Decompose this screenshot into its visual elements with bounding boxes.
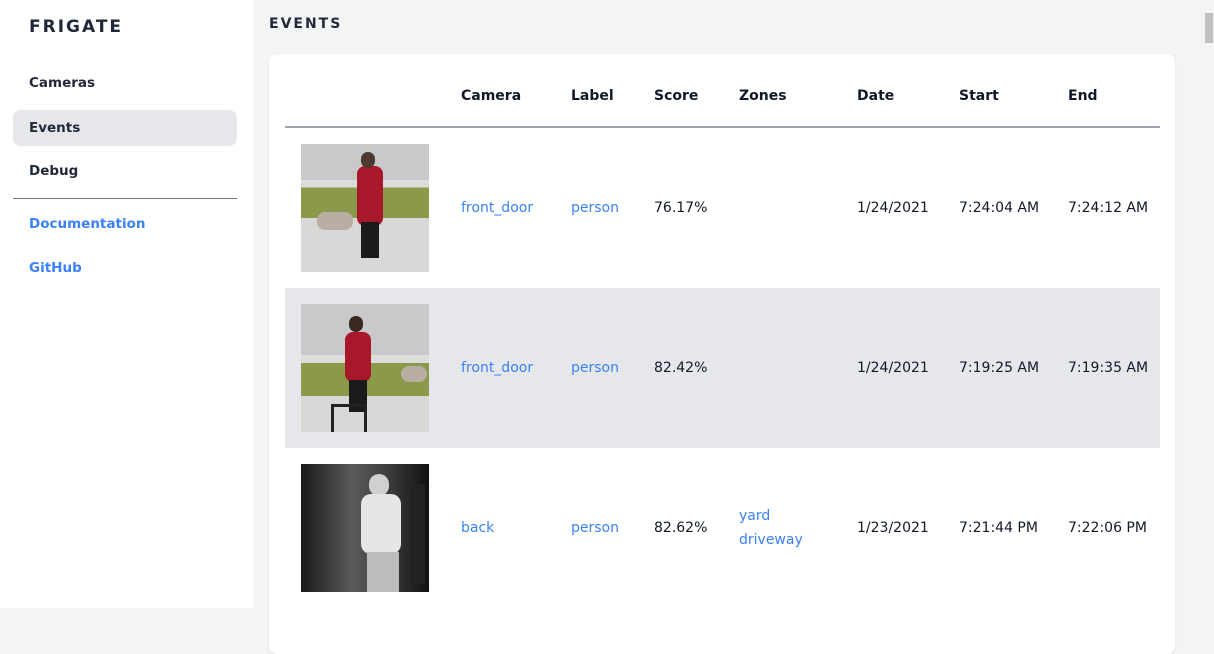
sidebar: FRIGATE Cameras Events Debug Documentati… (0, 0, 253, 608)
header-label: Label (571, 88, 614, 104)
github-link[interactable]: GitHub (29, 260, 82, 276)
scrollbar-thumb[interactable] (1205, 13, 1213, 43)
date: 1/24/2021 (857, 200, 929, 216)
event-thumbnail[interactable] (301, 304, 429, 432)
header-divider (285, 126, 1160, 128)
start-time: 7:19:25 AM (959, 360, 1040, 376)
documentation-link[interactable]: Documentation (29, 216, 146, 232)
header-date: Date (857, 88, 895, 104)
table-row[interactable]: front_door person 82.42% 1/24/2021 7:19:… (285, 288, 1160, 448)
end-time: 7:24:12 AM (1068, 200, 1149, 216)
sidebar-item-cameras[interactable]: Cameras (29, 75, 96, 91)
score: 76.17% (654, 200, 708, 216)
score: 82.62% (654, 520, 708, 536)
events-table: Camera Label Score Zones Date Start End … (269, 54, 1175, 654)
date: 1/24/2021 (857, 360, 929, 376)
table-row[interactable]: front_door person 76.17% 1/24/2021 7:24:… (285, 128, 1160, 288)
zone-link[interactable]: yard (739, 508, 771, 524)
sidebar-item-debug[interactable]: Debug (29, 163, 79, 179)
label-link[interactable]: person (571, 200, 619, 216)
header-start: Start (959, 88, 999, 104)
zone-link[interactable]: driveway (739, 532, 803, 548)
camera-link[interactable]: front_door (461, 200, 534, 216)
end-time: 7:22:06 PM (1068, 520, 1147, 536)
header-end: End (1068, 88, 1098, 104)
label-link[interactable]: person (571, 520, 619, 536)
header-camera: Camera (461, 88, 522, 104)
sidebar-divider (13, 198, 237, 199)
header-zones: Zones (739, 88, 787, 104)
score: 82.42% (654, 360, 708, 376)
start-time: 7:24:04 AM (959, 200, 1040, 216)
start-time: 7:21:44 PM (959, 520, 1038, 536)
table-row[interactable]: back person 82.62% yard driveway 1/23/20… (285, 448, 1160, 608)
page-scrollbar[interactable] (1202, 0, 1214, 608)
app-logo: FRIGATE (29, 17, 124, 37)
end-time: 7:19:35 AM (1068, 360, 1149, 376)
sidebar-item-events[interactable]: Events (13, 110, 237, 146)
date: 1/23/2021 (857, 520, 929, 536)
camera-link[interactable]: front_door (461, 360, 534, 376)
camera-link[interactable]: back (461, 520, 495, 536)
zones: yard driveway (739, 448, 803, 608)
header-score: Score (654, 88, 699, 104)
page-title: EVENTS (269, 16, 343, 32)
event-thumbnail[interactable] (301, 464, 429, 592)
event-thumbnail[interactable] (301, 144, 429, 272)
label-link[interactable]: person (571, 360, 619, 376)
